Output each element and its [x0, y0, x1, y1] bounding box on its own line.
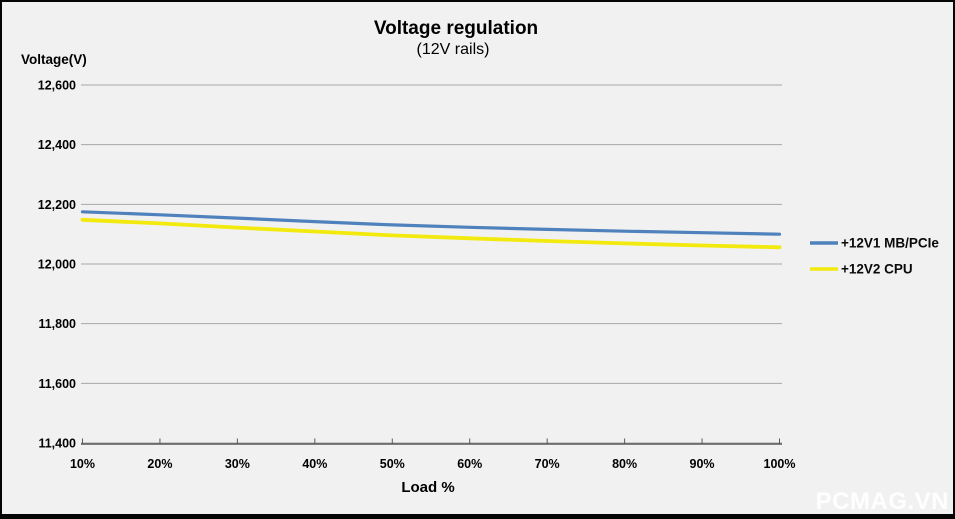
y-tick-label: 11,400	[38, 437, 76, 451]
y-tick-label: 12,400	[38, 138, 76, 152]
x-axis-tick-labels: 10% 20% 30% 40% 50% 60% 70% 80% 90% 100%	[70, 457, 796, 471]
watermark-logo: PCMAG.VN	[816, 488, 949, 515]
series-lines	[80, 210, 782, 250]
series-line	[80, 217, 782, 250]
x-tick-label: 50%	[380, 457, 405, 471]
chart-title: Voltage regulation	[374, 18, 538, 39]
legend-label: +12V2 CPU	[841, 262, 913, 277]
y-tick-label: 12,200	[38, 198, 76, 212]
y-tick-label: 12,600	[38, 79, 76, 93]
x-tick-label: 30%	[225, 457, 250, 471]
legend-label: +12V1 MB/PCIe	[841, 236, 939, 251]
x-tick-label: 90%	[690, 457, 715, 471]
gridlines	[81, 84, 782, 444]
x-axis-title: Load %	[401, 479, 454, 496]
x-tick-label: 60%	[457, 457, 482, 471]
x-axis	[81, 438, 782, 445]
x-tick-label: 10%	[70, 457, 95, 471]
x-tick-label: 40%	[302, 457, 327, 471]
y-tick-label: 12,000	[38, 258, 76, 272]
x-tick-label: 100%	[764, 457, 796, 471]
x-tick-label: 70%	[535, 457, 560, 471]
y-tick-label: 11,600	[38, 377, 76, 391]
x-tick-label: 80%	[612, 457, 637, 471]
bottom-border-bar	[0, 514, 955, 519]
series-line	[80, 210, 782, 236]
chart-subtitle: (12V rails)	[417, 41, 490, 58]
legend: +12V1 MB/PCIe +12V2 CPU	[810, 236, 939, 277]
y-axis-tick-labels: 12,600 12,400 12,200 12,000 11,800 11,600 11,4…	[38, 79, 76, 451]
y-tick-label: 11,800	[38, 317, 76, 331]
x-tick-label: 20%	[147, 457, 172, 471]
y-axis-title: Voltage(V)	[21, 52, 87, 67]
